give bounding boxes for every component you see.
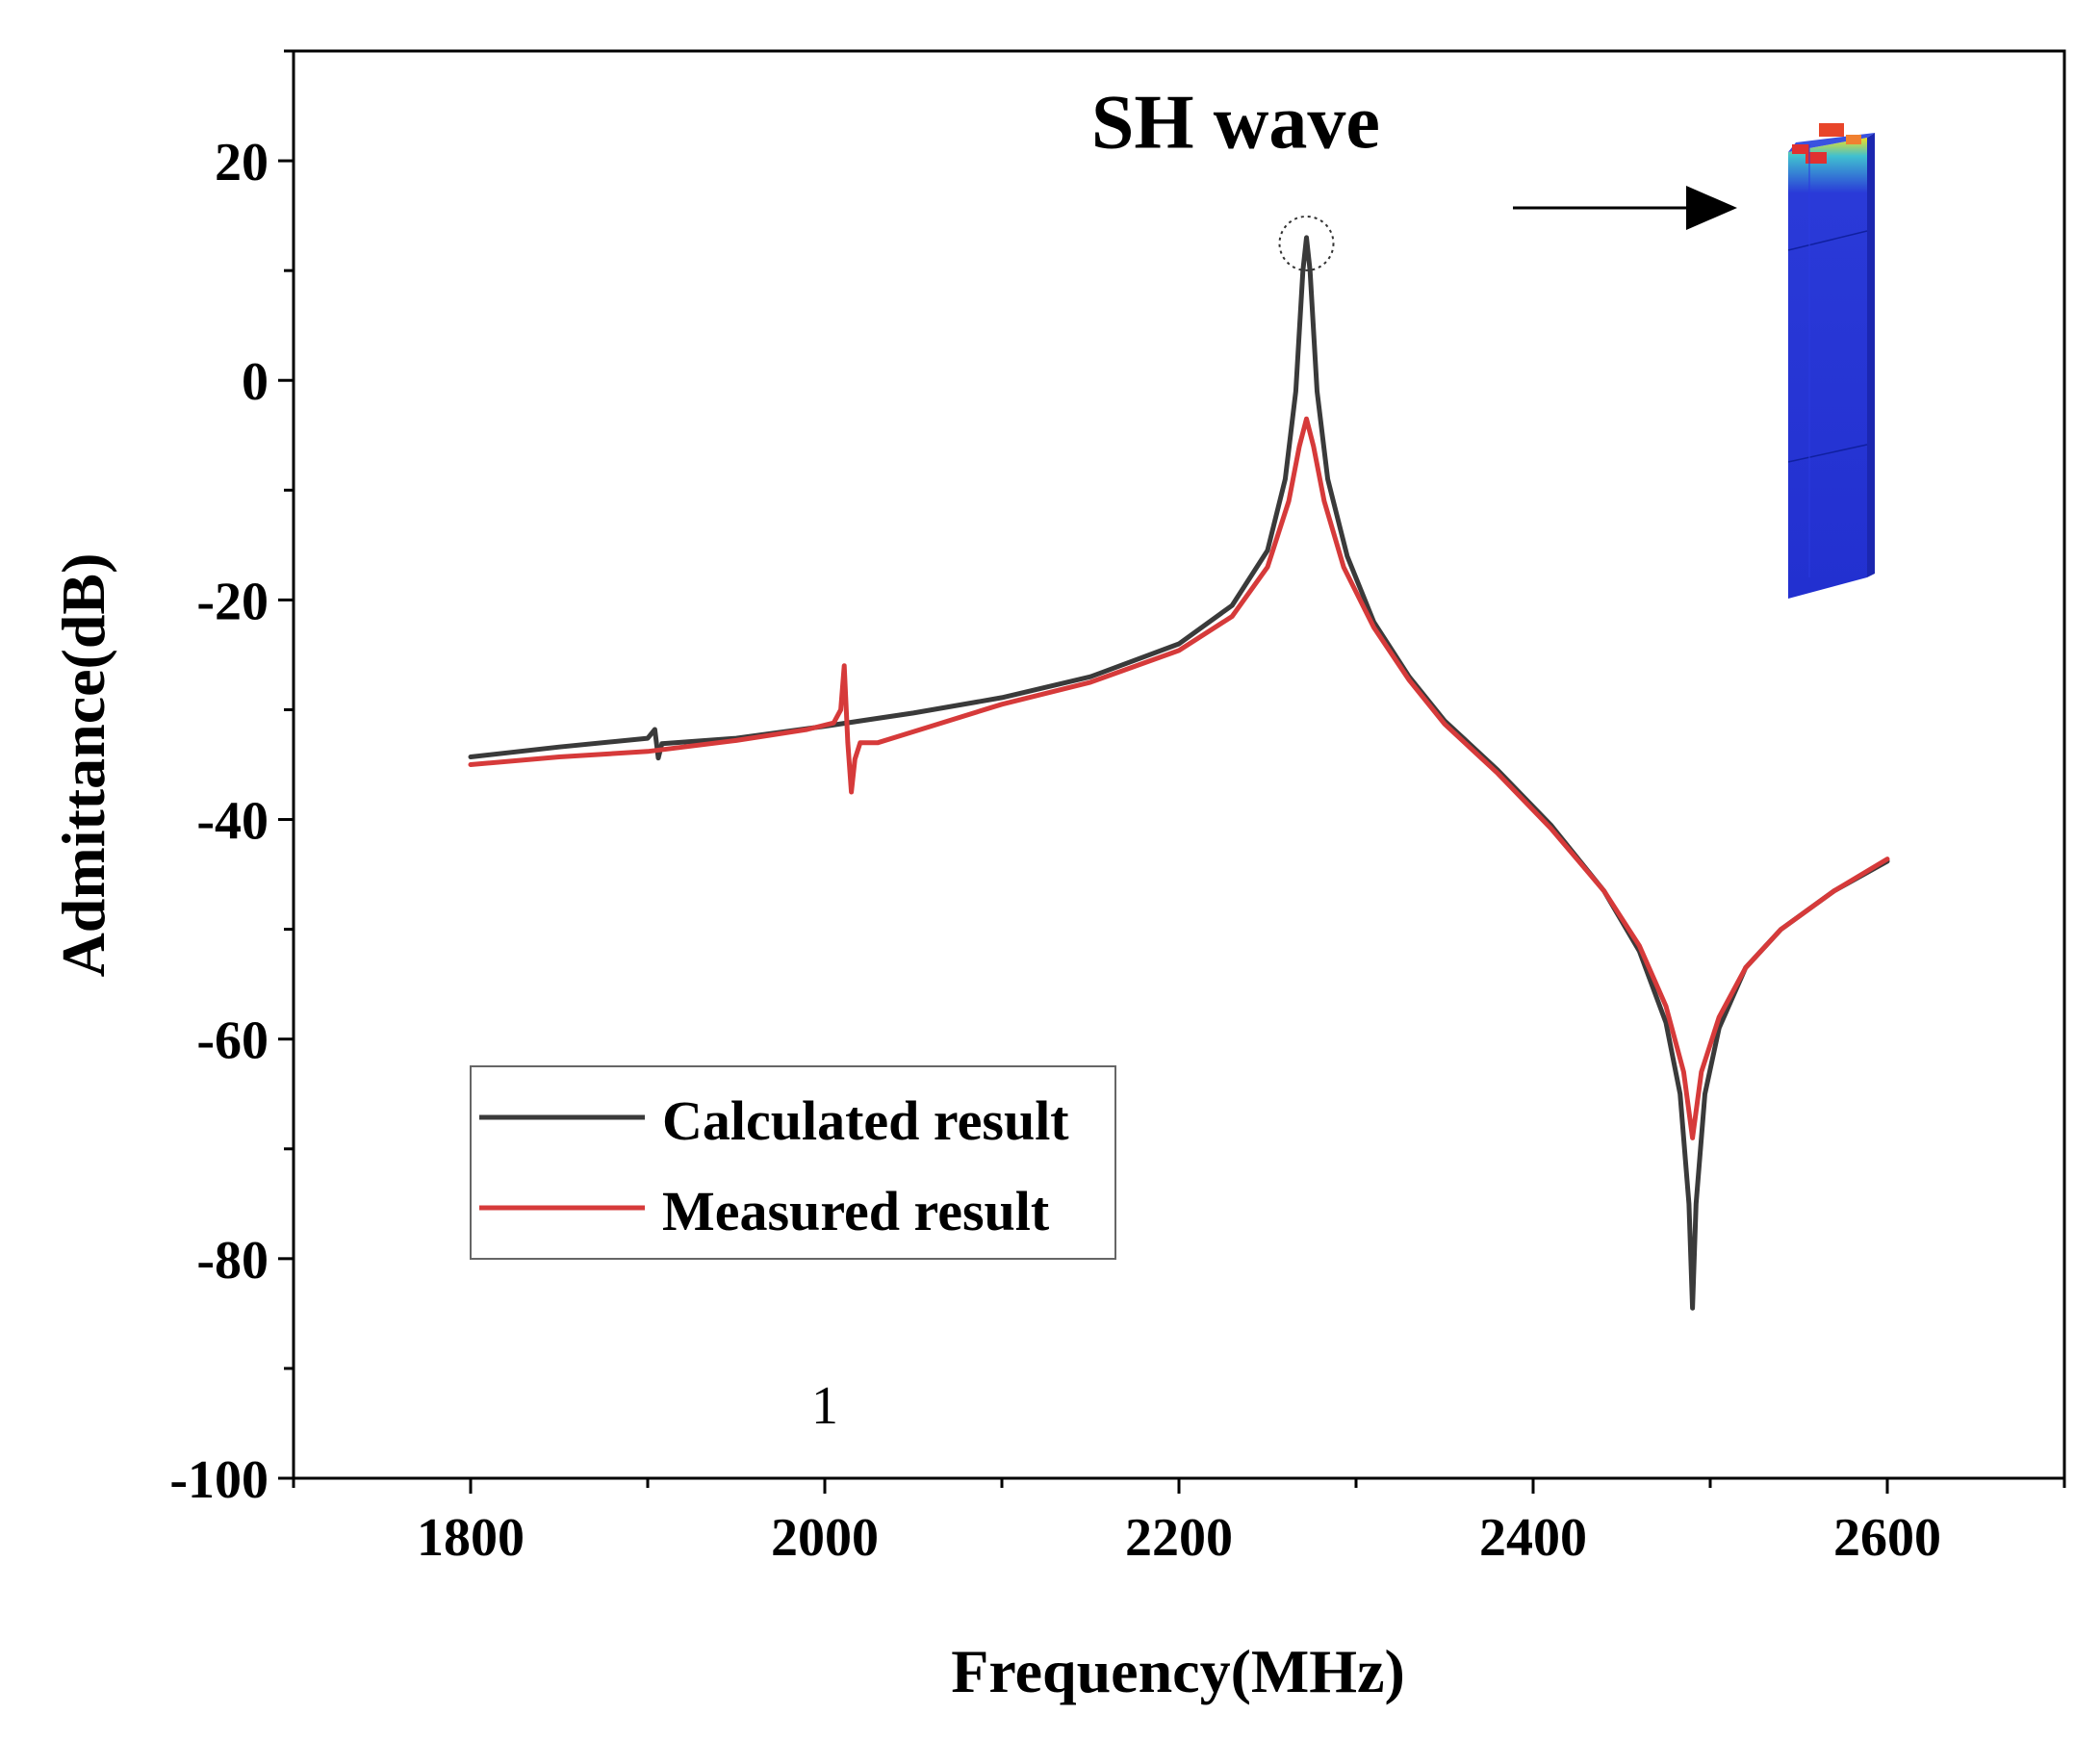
mode-shape-inset-image: [1787, 123, 1875, 599]
y-tick-label: -100: [169, 1450, 269, 1510]
legend-label-calculated: Calculated result: [662, 1089, 1069, 1152]
sh-wave-annotation: SH wave: [1091, 80, 1380, 165]
legend-label-measured: Measured result: [662, 1180, 1050, 1242]
x-axis-title: Frequency(MHz): [951, 1637, 1405, 1705]
x-tick-label: 2200: [1125, 1508, 1233, 1568]
y-tick-label: 20: [215, 133, 269, 192]
x-tick-label: 2400: [1479, 1508, 1587, 1568]
x-axis: 1800 2000 2200 2400 2600: [292, 1478, 2066, 1568]
legend-box: [470, 1065, 1116, 1260]
y-tick-label: 0: [242, 352, 269, 412]
y-tick-label: -20: [196, 572, 269, 631]
arrow-head-icon: [1686, 186, 1737, 230]
y-axis-title: Admittance(dB): [49, 553, 117, 978]
legend: Calculated result Measured result: [470, 1065, 1116, 1260]
x-tick-label: 2000: [771, 1508, 879, 1568]
y-tick-label: -60: [196, 1011, 269, 1071]
x-tick-label: 1800: [417, 1508, 525, 1568]
peak-marker-circle: [1278, 215, 1335, 271]
measured-result-line: [468, 416, 1890, 1140]
y-axis: 20 0 -20 -40 -60 -80 -100: [169, 49, 294, 1510]
stray-label-one: 1: [811, 1376, 838, 1436]
x-tick-label: 2600: [1833, 1508, 1941, 1568]
y-tick-label: -80: [196, 1231, 269, 1291]
y-tick-label: -40: [196, 792, 269, 852]
